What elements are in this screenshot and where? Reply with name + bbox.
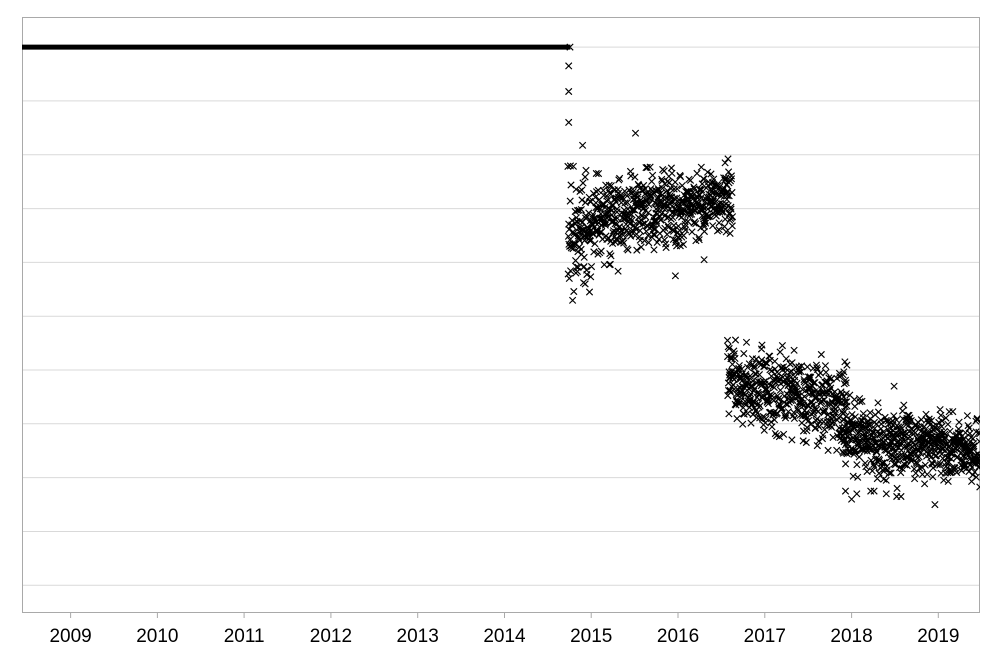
plot-border: [22, 17, 980, 613]
scatter-series-markers: [564, 43, 980, 509]
